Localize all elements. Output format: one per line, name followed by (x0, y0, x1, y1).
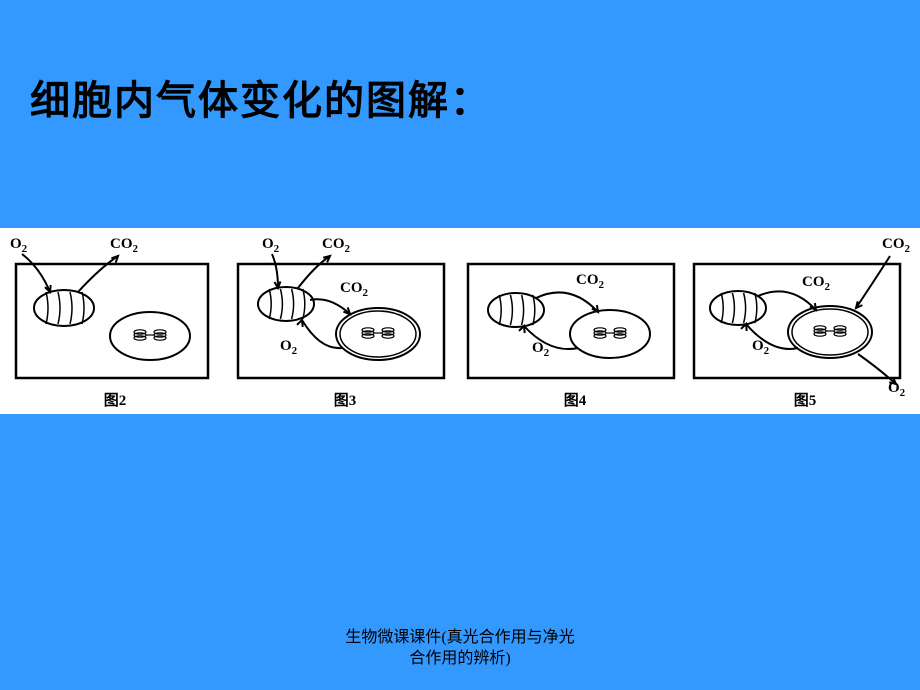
diagram-panel-3: O2 CO2 CO2 O2 图3 (230, 228, 460, 414)
svg-text:O2: O2 (280, 338, 298, 357)
panel-caption: 图5 (794, 389, 817, 410)
diagram-panel-4: CO2O2图4 (460, 228, 690, 414)
svg-text:CO2: CO2 (882, 236, 911, 255)
panel-caption: 图3 (334, 389, 357, 410)
svg-text:CO2: CO2 (576, 272, 605, 291)
svg-text:CO2: CO2 (322, 236, 351, 255)
svg-text:O2: O2 (752, 338, 770, 357)
svg-text:CO2: CO2 (110, 236, 139, 255)
diagram-panel-5: CO2 O2 CO2 O2 图5 (690, 228, 920, 414)
page-title: 细胞内气体变化的图解： (30, 68, 492, 126)
panel-caption: 图2 (104, 389, 127, 410)
footer-line1: 生物微课课件(真光合作用与净光 (345, 628, 574, 649)
diagram-panel-2: O2 CO2 图2 (0, 228, 230, 414)
svg-text:O2: O2 (888, 380, 906, 399)
svg-text:O2: O2 (262, 236, 280, 255)
svg-text:CO2: CO2 (802, 274, 831, 293)
svg-text:O2: O2 (10, 236, 28, 255)
diagram-strip: O2CO2图2O2CO2CO2O2图3CO2O2图4CO2O2CO2O2图5 (0, 228, 920, 414)
panel-caption: 图4 (564, 389, 587, 410)
footer-line2: 合作用的辨析) (345, 649, 574, 670)
footer-citation: 生物微课课件(真光合作用与净光 合作用的辨析) (345, 628, 574, 670)
svg-text:CO2: CO2 (340, 280, 369, 299)
